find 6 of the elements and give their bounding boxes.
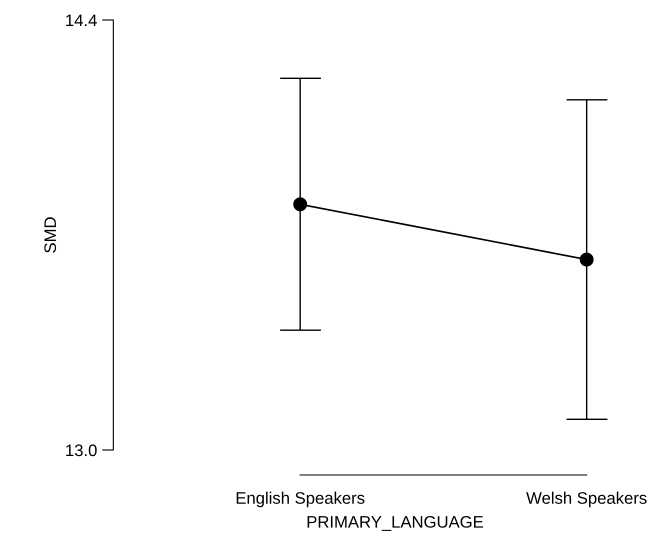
x-axis-title: PRIMARY_LANGUAGE [308, 516, 484, 531]
y-tick-label: 14.4 [66, 14, 97, 26]
y-tick-label: 13.0 [66, 444, 97, 456]
x-tick-label: Welsh Speakers [526, 492, 647, 508]
y-axis-title: SMD [44, 217, 56, 253]
x-tick-label: English Speakers [236, 492, 364, 508]
